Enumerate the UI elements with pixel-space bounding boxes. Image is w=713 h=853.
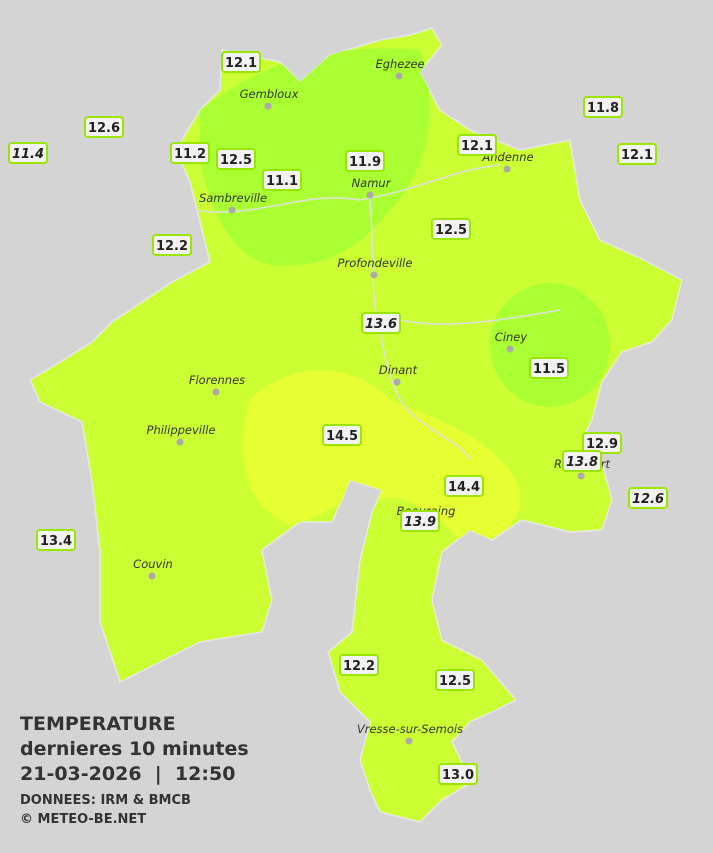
station-value: 11.4 [12, 147, 44, 162]
city-dot [393, 378, 401, 386]
city-dot [148, 572, 156, 580]
city-dot [405, 737, 413, 745]
legend-source: DONNEES: IRM & BMCB [20, 793, 191, 808]
station-box [444, 475, 484, 497]
station-box [529, 357, 569, 379]
station-value: 12.5 [439, 674, 471, 689]
station-box [262, 169, 302, 191]
river [189, 164, 561, 461]
city-dot [370, 271, 378, 279]
city-label: Sambreville [199, 191, 267, 205]
station-value: 11.9 [349, 155, 381, 170]
legend: TEMPERATURE dernieres 10 minutes 21-03-2… [20, 713, 249, 827]
legend-subtitle: dernieres 10 minutes [20, 738, 249, 760]
city-dot [264, 102, 272, 110]
city-dot [228, 206, 236, 214]
station-value: 11.2 [174, 147, 206, 162]
station-value: 11.5 [533, 362, 565, 377]
station-box [583, 96, 623, 118]
station-box [431, 218, 471, 240]
city-label: Philippeville [147, 423, 216, 437]
station-box [345, 150, 385, 172]
station-value: 12.2 [156, 239, 188, 254]
station-box [170, 142, 210, 164]
legend-credit: © METEO-BE.NET [20, 812, 146, 827]
cool-zone [490, 283, 610, 407]
station-value: 11.8 [587, 101, 619, 116]
station-value: 13.9 [404, 515, 436, 530]
city-label: Namur [352, 176, 392, 190]
city-label: Dinant [379, 363, 418, 377]
stations: 12.1 12.6 11.4 11.2 12.5 11.1 11.9 12.1 11.8 12.1… [8, 51, 668, 785]
station-box [152, 234, 192, 256]
city-label: Gembloux [240, 87, 299, 101]
station-value: 12.2 [343, 659, 375, 674]
station-value: 12.6 [88, 121, 120, 136]
station-box [339, 654, 379, 676]
station-box [8, 142, 48, 164]
station-value: 13.4 [40, 534, 72, 549]
station-value: 12.5 [220, 153, 252, 168]
city-label: Ciney [495, 330, 528, 344]
city-dot [577, 472, 585, 480]
station-value: 12.1 [461, 139, 493, 154]
city-label: Eghezee [375, 57, 424, 71]
station-value: 12.1 [621, 148, 653, 163]
city-dot [366, 191, 374, 199]
city-label: Florennes [189, 373, 245, 387]
station-value: 13.6 [365, 317, 397, 332]
station-value: 14.5 [326, 429, 358, 444]
station-box [582, 432, 622, 454]
legend-title: TEMPERATURE [20, 713, 176, 735]
station-box [322, 424, 362, 446]
station-box [435, 669, 475, 691]
city-label: Vresse-sur-Semois [357, 722, 463, 736]
cool-zone [200, 48, 430, 266]
city-dot [395, 72, 403, 80]
station-box [361, 312, 401, 334]
station-value: 13.8 [566, 455, 598, 470]
temperature-zones [189, 48, 610, 541]
city-label: Couvin [133, 557, 173, 571]
station-value: 12.9 [586, 437, 618, 452]
station-box [562, 450, 602, 472]
city-dot [506, 345, 514, 353]
city-dot [503, 165, 511, 173]
station-box [617, 143, 657, 165]
station-box [628, 487, 668, 509]
city-dot [212, 388, 220, 396]
warm-zone [242, 370, 521, 541]
legend-timestamp: 21-03-2026 | 12:50 [20, 763, 235, 785]
station-value: 14.4 [448, 480, 480, 495]
station-box [221, 51, 261, 73]
city-label: Profondeville [338, 256, 413, 270]
station-value: 11.1 [266, 174, 298, 189]
station-box [84, 116, 124, 138]
station-value: 12.1 [225, 56, 257, 71]
station-box [438, 763, 478, 785]
station-box [216, 148, 256, 170]
station-value: 12.5 [435, 223, 467, 238]
station-box [36, 529, 76, 551]
city-dot [176, 438, 184, 446]
station-box [457, 134, 497, 156]
station-value: 12.6 [632, 492, 664, 507]
station-box [400, 510, 440, 532]
station-value: 13.0 [442, 768, 474, 783]
